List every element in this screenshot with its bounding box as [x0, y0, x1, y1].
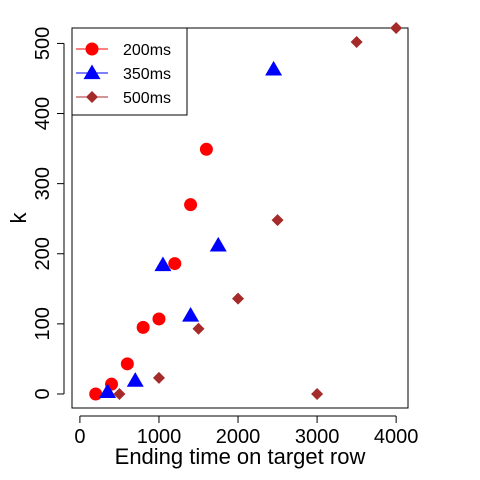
series-200ms [89, 142, 213, 401]
legend-label: 500ms [123, 90, 171, 107]
y-tick-label: 300 [32, 167, 54, 200]
x-axis: 0 1000 2000 3000 4000 [74, 415, 419, 448]
data-point [209, 236, 227, 252]
series-500ms [113, 22, 403, 400]
data-point [232, 292, 245, 305]
legend-item: 350ms [76, 64, 171, 83]
x-axis-title: Ending time on target row [115, 444, 366, 469]
data-point [184, 198, 198, 212]
y-tick-label: 400 [32, 97, 54, 130]
y-axis-title: k [6, 212, 31, 224]
legend: 200ms 350ms 500ms [71, 27, 188, 116]
data-point [350, 36, 363, 49]
legend-item: 200ms [76, 42, 171, 59]
data-point [136, 320, 150, 334]
legend-marker [83, 64, 101, 80]
data-point [89, 387, 103, 401]
legend-marker [85, 42, 99, 56]
data-point [154, 256, 172, 272]
axes: 0 1000 2000 3000 4000 0 100 200 300 400 500 [32, 27, 418, 448]
data-point [192, 322, 205, 335]
series-350ms [99, 60, 283, 398]
y-tick-label: 500 [32, 27, 54, 60]
data-point [265, 60, 283, 76]
data-point [152, 371, 165, 384]
data-point [311, 387, 324, 400]
x-tick-label: 0 [74, 426, 85, 448]
x-tick-label: 2000 [216, 426, 261, 448]
data-point [182, 306, 200, 322]
data-point [199, 142, 213, 156]
plot-frame [71, 27, 409, 409]
y-tick-label: 0 [32, 388, 54, 399]
y-tick-label: 100 [32, 307, 54, 340]
legend-label: 350ms [123, 66, 171, 83]
data-point [126, 372, 144, 387]
x-tick-label: 3000 [295, 426, 340, 448]
legend-item: 500ms [76, 90, 171, 107]
data-point [120, 357, 134, 371]
data-point [271, 214, 284, 227]
data-point [113, 387, 126, 400]
data-marks [89, 22, 403, 401]
x-tick-label: 4000 [374, 426, 419, 448]
data-point [390, 22, 403, 34]
x-tick-label: 1000 [137, 426, 182, 448]
legend-marker [86, 91, 98, 103]
data-point [152, 312, 166, 326]
data-point [168, 257, 182, 271]
y-axis: 0 100 200 300 400 500 [32, 27, 65, 400]
plot-area [71, 27, 409, 409]
legend-label: 200ms [123, 42, 171, 59]
y-tick-label: 200 [32, 237, 54, 270]
data-point [99, 383, 117, 398]
